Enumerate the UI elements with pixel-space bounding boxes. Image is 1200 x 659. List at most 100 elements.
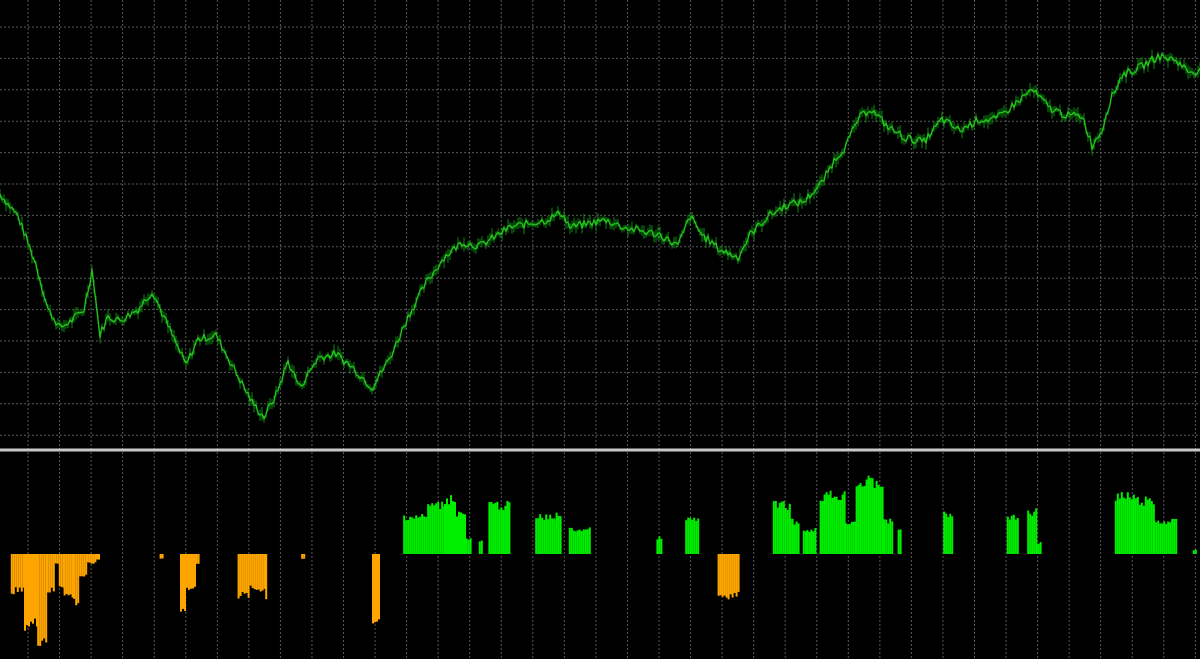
histogram-bar-positive — [504, 505, 507, 554]
histogram-bar-positive — [1031, 515, 1034, 554]
histogram-bar-negative — [721, 554, 724, 597]
histogram-bar-negative — [184, 554, 186, 611]
histogram-bar-negative — [65, 554, 68, 594]
histogram-bar-positive — [802, 530, 805, 554]
histogram-bar-positive — [539, 514, 542, 554]
histogram-bar-positive — [806, 530, 809, 554]
histogram-bar-positive — [415, 515, 418, 554]
histogram-bar-negative — [194, 554, 196, 587]
histogram-bar-negative — [85, 554, 88, 575]
histogram-bar-positive — [795, 521, 798, 554]
histogram-bar-negative — [50, 554, 53, 588]
histogram-bar-positive — [885, 519, 888, 554]
histogram-bar-positive — [490, 502, 493, 554]
histogram-bar-positive — [1173, 519, 1176, 554]
histogram-bar-positive — [452, 501, 454, 554]
histogram-bar-positive — [691, 519, 694, 554]
histogram-bar-positive — [1037, 543, 1040, 554]
histogram-bar-positive — [1033, 511, 1036, 554]
histogram-bar-positive — [883, 519, 886, 554]
histogram-bar-positive — [897, 529, 900, 554]
histogram-bar-negative — [239, 554, 242, 596]
histogram-bar-positive — [945, 513, 948, 554]
histogram-bar-negative — [60, 554, 63, 588]
histogram-bar-negative — [259, 554, 262, 592]
histogram-bar-positive — [448, 504, 450, 554]
histogram-bar-positive — [837, 499, 840, 554]
histogram-bar-positive — [500, 507, 503, 554]
histogram-bar-positive — [825, 492, 828, 554]
histogram-bar-negative — [98, 554, 100, 560]
histogram-bar-positive — [867, 475, 870, 554]
histogram-bar-negative — [52, 554, 55, 592]
histogram-bar-positive — [1165, 524, 1168, 554]
histogram-bar-negative — [34, 554, 36, 619]
histogram-bar-positive — [812, 531, 815, 554]
histogram-bar-negative — [14, 554, 17, 588]
histogram-bar-negative — [20, 554, 23, 592]
histogram-bar-negative — [725, 554, 728, 598]
histogram-bar-positive — [1157, 520, 1160, 554]
histogram-bar-positive — [494, 502, 497, 554]
histogram-bar-positive — [547, 519, 550, 554]
histogram-bar-positive — [419, 516, 422, 554]
histogram-bar-negative — [12, 554, 15, 595]
histogram-bar-positive — [405, 520, 408, 554]
histogram-bar-positive — [1035, 543, 1038, 554]
histogram-bar-negative — [195, 554, 198, 564]
histogram-bar-positive — [848, 524, 851, 554]
histogram-bar-positive — [462, 513, 464, 554]
histogram-bar-negative — [52, 554, 55, 563]
histogram-bar-positive — [1142, 505, 1145, 554]
histogram-bar-positive — [498, 509, 501, 554]
histogram-bar-negative — [46, 554, 49, 593]
histogram-bar-positive — [1153, 520, 1156, 554]
histogram-bar-negative — [737, 554, 740, 592]
histogram-bar-positive — [1027, 510, 1030, 554]
histogram-bar-positive — [778, 503, 781, 554]
histogram-bar-negative — [32, 554, 34, 624]
histogram-bar-negative — [241, 554, 244, 592]
histogram-bar-negative — [717, 554, 720, 596]
histogram-bar-positive — [1130, 499, 1133, 554]
histogram-bar-positive — [695, 520, 698, 554]
histogram-bar-positive — [1029, 513, 1032, 554]
histogram-bar-positive — [403, 515, 406, 554]
histogram-bar-positive — [1150, 501, 1153, 554]
histogram-bar-positive — [578, 529, 581, 554]
histogram-bar-positive — [808, 531, 811, 554]
histogram-bar-positive — [1012, 514, 1015, 554]
histogram-bar-positive — [841, 494, 844, 554]
histogram-bar-positive — [1167, 521, 1170, 554]
histogram-bar-positive — [444, 504, 446, 554]
histogram-bar-positive — [1010, 515, 1013, 554]
histogram-bar-negative — [26, 554, 28, 625]
histogram-bar-negative — [79, 554, 82, 577]
histogram-bar-positive — [1140, 502, 1143, 554]
histogram-bar-positive — [819, 500, 822, 554]
histogram-bar-positive — [887, 523, 890, 554]
histogram-bar-negative — [56, 554, 59, 564]
histogram-bar-positive — [423, 516, 426, 554]
histogram-bar-positive — [947, 517, 950, 554]
histogram-bar-negative — [180, 554, 182, 612]
histogram-bar-positive — [899, 529, 902, 554]
histogram-bar-positive — [780, 501, 783, 554]
histogram-bar-positive — [568, 527, 571, 554]
histogram-bar-positive — [409, 516, 412, 554]
histogram-bar-positive — [1014, 519, 1017, 554]
histogram-bar-positive — [1134, 498, 1137, 554]
histogram-bar-positive — [441, 501, 444, 554]
histogram-bar-positive — [570, 527, 573, 554]
histogram-bar-negative — [374, 554, 376, 623]
histogram-bar-positive — [460, 512, 462, 554]
histogram-bar-positive — [1128, 497, 1131, 554]
histogram-bar-negative — [43, 554, 46, 639]
histogram-bar-positive — [943, 511, 946, 554]
histogram-bar-positive — [839, 500, 842, 554]
histogram-bar-positive — [586, 529, 589, 554]
histogram-bar-positive — [660, 538, 663, 554]
histogram-bar-positive — [454, 502, 456, 554]
histogram-bar-positive — [844, 523, 847, 554]
histogram-bar-positive — [439, 509, 442, 554]
